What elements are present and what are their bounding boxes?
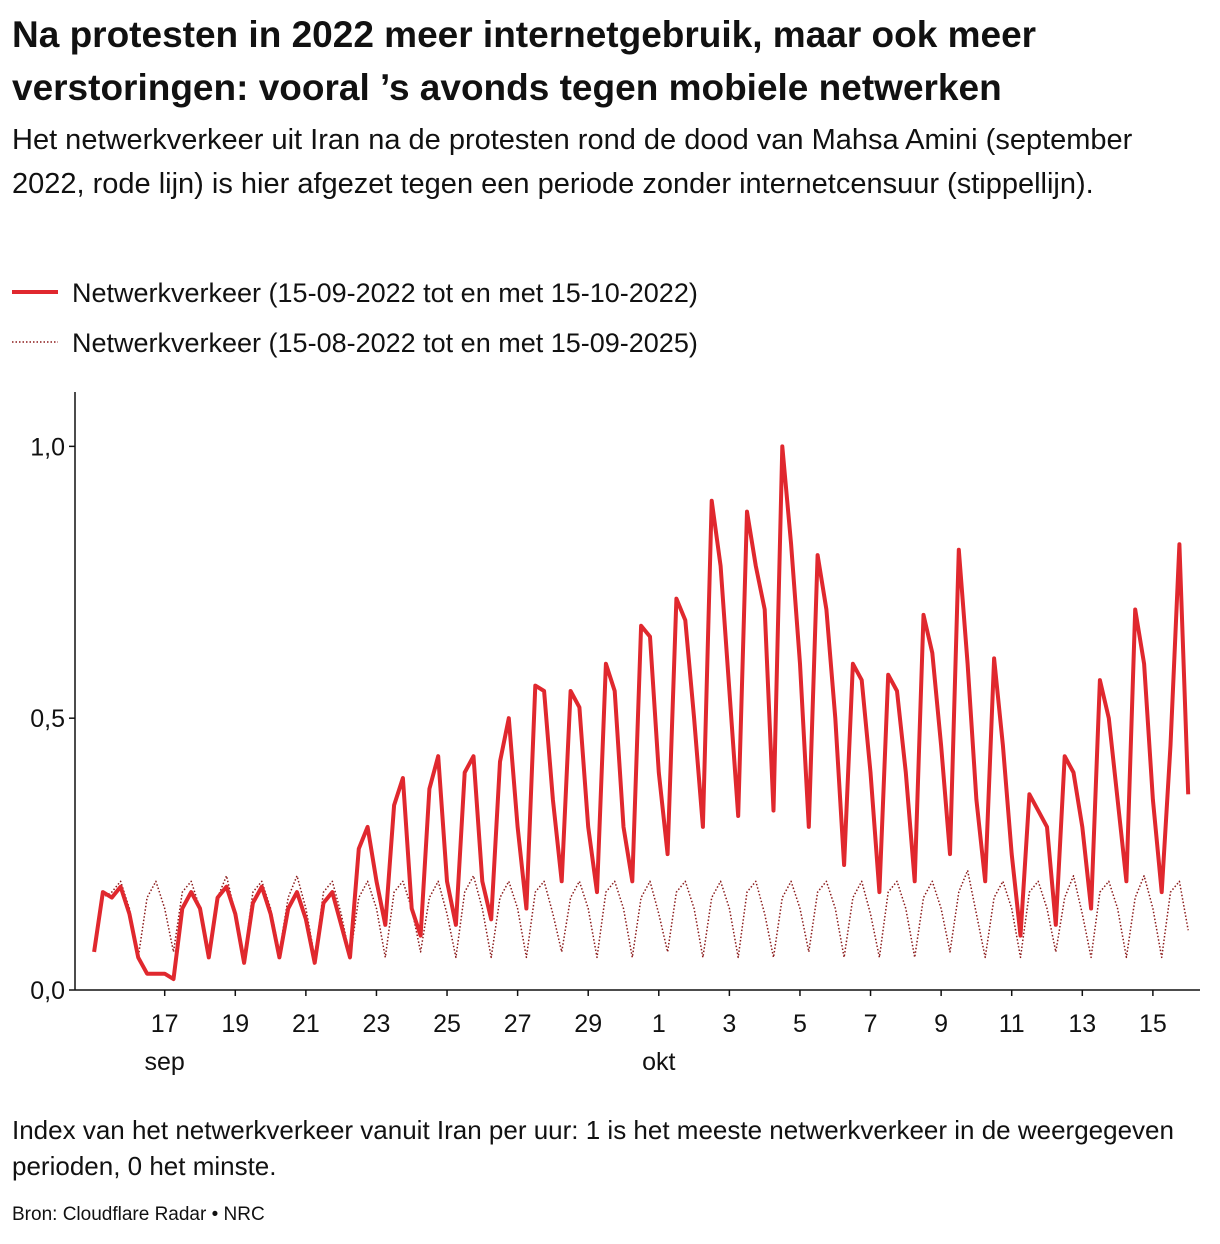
y-tick-label: 1,0 — [30, 433, 65, 461]
x-tick-label: 1 — [652, 1010, 666, 1038]
chart-title: Na protesten in 2022 meer internetgebrui… — [12, 14, 1037, 108]
x-tick-label: 21 — [292, 1010, 320, 1038]
x-tick-label: 7 — [864, 1010, 878, 1038]
x-tick-label: 15 — [1139, 1010, 1167, 1038]
legend-label: Netwerkverkeer (15-09-2022 tot en met 15… — [72, 278, 698, 308]
x-tick-label: 27 — [504, 1010, 532, 1038]
source: Bron: Cloudflare Radar • NRC — [12, 1204, 265, 1225]
x-tick-label: 25 — [433, 1010, 461, 1038]
series-line — [92, 444, 1191, 982]
legend-label: Netwerkverkeer (15-08-2022 tot en met 15… — [72, 328, 698, 358]
y-tick-label: 0,0 — [30, 977, 65, 1005]
chart-subtitle: Het netwerkverkeer uit Iran na de protes… — [12, 124, 1133, 200]
x-tick-label: 13 — [1068, 1010, 1096, 1038]
x-tick-label: 17 — [151, 1010, 179, 1038]
chart: Netwerkverkeer (15-09-2022 tot en met 15… — [12, 278, 1200, 1076]
month-label: okt — [642, 1048, 675, 1076]
x-tick-label: 19 — [221, 1010, 249, 1038]
x-tick-label: 9 — [934, 1010, 948, 1038]
y-tick-label: 0,5 — [30, 705, 65, 733]
month-label: sep — [145, 1048, 185, 1076]
x-tick-label: 11 — [999, 1010, 1025, 1038]
x-tick-label: 3 — [722, 1010, 736, 1038]
x-tick-label: 23 — [363, 1010, 391, 1038]
footnote: Index van het netwerkverkeer vanuit Iran… — [12, 1115, 1174, 1181]
x-tick-label: 29 — [574, 1010, 602, 1038]
x-tick-label: 5 — [793, 1010, 807, 1038]
